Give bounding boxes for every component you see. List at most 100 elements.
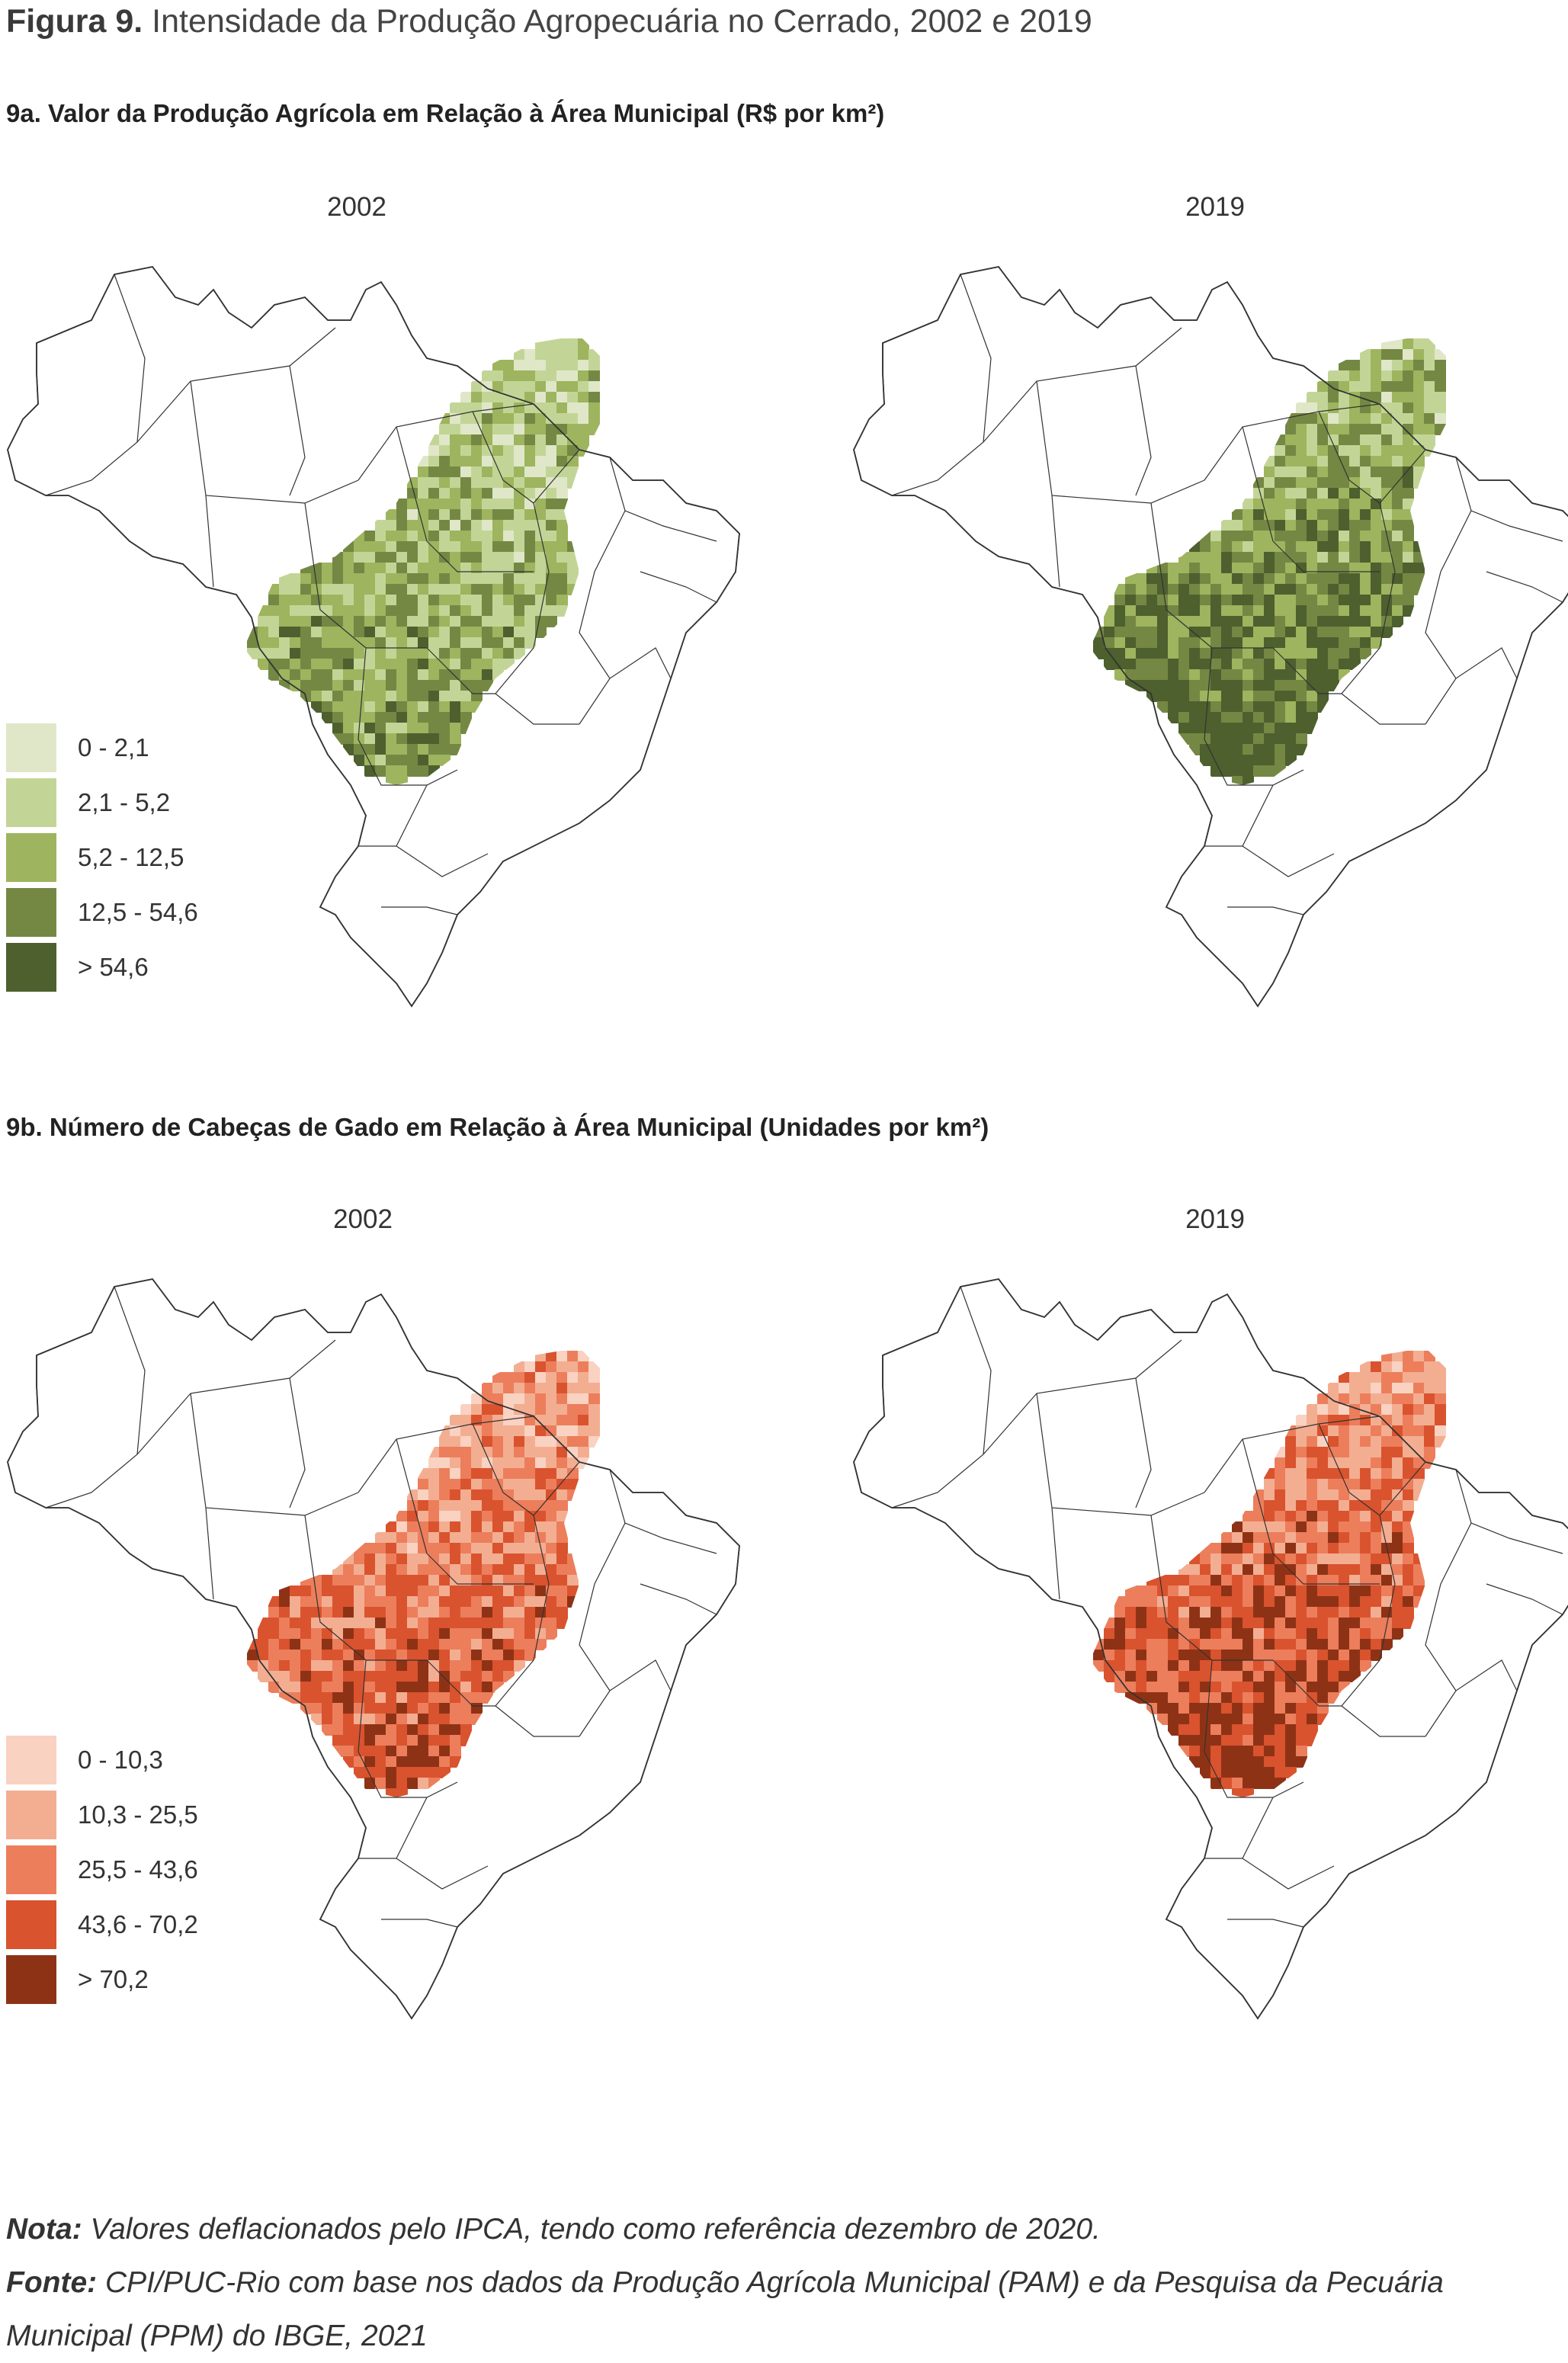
source-label: Fonte: [6, 2266, 98, 2299]
legend-label: 2,1 - 5,2 [78, 788, 171, 816]
state-border [579, 1522, 626, 1691]
state-border [396, 845, 489, 877]
state-border [304, 502, 427, 649]
figure-label: Figura 9. [6, 3, 143, 40]
state-border [190, 1393, 359, 1516]
state-border [396, 1438, 534, 1585]
state-border [1341, 1515, 1396, 1707]
state-border [1227, 906, 1304, 915]
legend-item: 43,6 - 70,2 [6, 1897, 198, 1952]
legend-label: 12,5 - 54,6 [78, 898, 198, 926]
state-border [1150, 502, 1273, 649]
legend-swatch [6, 943, 56, 992]
state-border [579, 510, 626, 679]
state-border [579, 647, 672, 725]
legend-label: 0 - 10,3 [78, 1746, 163, 1774]
state-border [1455, 457, 1563, 542]
legend-swatch [6, 723, 56, 772]
state-border [136, 327, 336, 443]
state-border [289, 1377, 306, 1509]
state-border [1204, 403, 1380, 481]
notes: Nota: Valores deflacionados pelo IPCA, t… [6, 2203, 1561, 2363]
state-border [1242, 1438, 1380, 1585]
legend-swatch [6, 888, 56, 937]
state-border [136, 1339, 336, 1455]
state-border [1227, 1919, 1304, 1928]
panel-a-year-2002: 2002 [327, 192, 386, 222]
legend-item: 10,3 - 25,5 [6, 1787, 198, 1842]
state-border [1150, 1515, 1273, 1661]
panel-a-title: 9a. Valor da Produção Agrícola em Relaçã… [6, 99, 885, 127]
legend-agri: 0 - 2,1 2,1 - 5,2 5,2 - 12,5 12,5 - 54,6… [6, 720, 198, 995]
state-border [1425, 1522, 1472, 1691]
state-border [426, 1659, 579, 1737]
state-border [1425, 1659, 1518, 1737]
legend-label: 43,6 - 70,2 [78, 1910, 198, 1938]
state-border [1272, 647, 1425, 725]
brazil-map-agri-2019 [853, 266, 1568, 1008]
state-border [1051, 1507, 1060, 1600]
legend-swatch [6, 1845, 56, 1894]
note-label: Nota: [6, 2213, 82, 2246]
legend-swatch [6, 1736, 56, 1784]
legend-swatch [6, 1791, 56, 1839]
state-border [205, 1507, 214, 1600]
state-border [1341, 502, 1396, 694]
state-border [396, 426, 534, 572]
state-border [289, 365, 306, 496]
state-border [358, 403, 534, 481]
panel-b-year-2002: 2002 [333, 1204, 393, 1234]
legend-label: 10,3 - 25,5 [78, 1800, 198, 1829]
state-border [495, 502, 550, 694]
state-border [1318, 1423, 1426, 1516]
state-border [358, 1416, 534, 1493]
panel-a-year-2019: 2019 [1185, 192, 1245, 222]
legend-item: 12,5 - 54,6 [6, 885, 198, 940]
legend-swatch [6, 1900, 56, 1949]
brazil-map-agri-2002 [7, 266, 740, 1008]
state-border [1242, 845, 1335, 877]
note-text: Valores deflacionados pelo IPCA, tendo c… [90, 2213, 1101, 2246]
legend-item: > 54,6 [6, 940, 198, 995]
state-border [1425, 647, 1518, 725]
legend-label: > 54,6 [78, 953, 149, 981]
state-border [640, 571, 717, 603]
state-border [1135, 365, 1152, 496]
state-border [1135, 1377, 1152, 1509]
figure-title: Figura 9. Intensidade da Produção Agrope… [6, 2, 1092, 41]
state-border [190, 380, 359, 504]
state-border [983, 1339, 1182, 1455]
state-border [396, 1858, 489, 1890]
municipality-fill [247, 1351, 600, 1797]
state-border [1486, 1583, 1563, 1615]
legend-item: 2,1 - 5,2 [6, 775, 198, 830]
legend-item: 0 - 2,1 [6, 720, 198, 775]
state-border [426, 647, 579, 725]
state-border [1242, 426, 1380, 572]
legend-swatch [6, 1955, 56, 2004]
state-border [579, 1659, 672, 1737]
legend-item: 5,2 - 12,5 [6, 830, 198, 885]
legend-label: > 70,2 [78, 1965, 149, 1993]
source-text: CPI/PUC-Rio com base nos dados da Produç… [6, 2266, 1444, 2352]
state-border [1204, 1416, 1380, 1493]
state-border [381, 906, 458, 915]
state-border [358, 1659, 458, 1798]
state-border [472, 411, 580, 504]
legend-item: > 70,2 [6, 1952, 198, 2007]
state-border [358, 647, 458, 786]
municipality-fill [247, 338, 600, 785]
source-line: Fonte: CPI/PUC-Rio com base nos dados da… [6, 2256, 1561, 2363]
state-border [1036, 380, 1205, 504]
state-border [1204, 647, 1304, 786]
state-border [1036, 1393, 1205, 1516]
state-border [1318, 411, 1426, 504]
legend-cattle: 0 - 10,3 10,3 - 25,5 25,5 - 43,6 43,6 - … [6, 1733, 198, 2007]
figure-title-text: Intensidade da Produção Agropecuária no … [152, 3, 1092, 40]
state-border [609, 457, 717, 542]
legend-label: 0 - 2,1 [78, 733, 149, 761]
legend-label: 5,2 - 12,5 [78, 843, 184, 871]
brazil-map-cattle-2019 [853, 1278, 1568, 2020]
state-border [609, 1469, 717, 1554]
panel-b-title: 9b. Número de Cabeças de Gado em Relação… [6, 1113, 989, 1141]
